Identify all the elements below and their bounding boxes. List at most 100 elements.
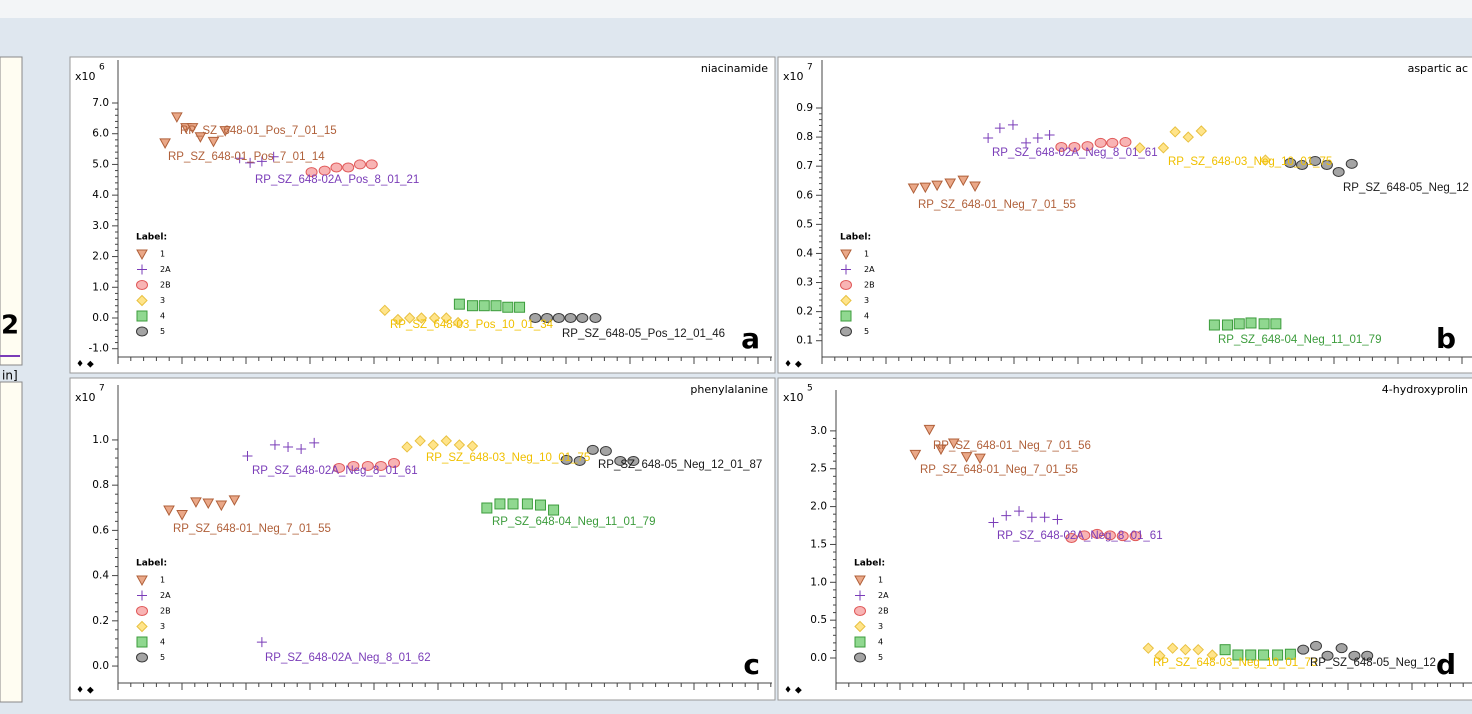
plot: RP_SZ_648-01_Pos_7_01_15 RP_SZ_648-01_Pos… xyxy=(112,60,772,364)
point xyxy=(353,159,366,170)
legend-marker xyxy=(840,310,852,322)
legend-marker xyxy=(854,620,866,633)
point xyxy=(1361,650,1374,661)
point xyxy=(1219,644,1231,656)
panel: RP_SZ_648-01_Neg_7_01_56 RP_SZ_648-01_Neg… xyxy=(777,377,1472,701)
top-strip xyxy=(0,0,1472,18)
point xyxy=(481,502,493,514)
legend-title: Label: xyxy=(840,233,871,243)
left-label: in] xyxy=(2,369,18,383)
y-tick-label: 1.0 xyxy=(810,576,827,588)
point xyxy=(1258,649,1270,661)
left-panel xyxy=(0,56,23,366)
point xyxy=(1091,528,1104,539)
point xyxy=(514,301,526,313)
y-tick-label: 0.2 xyxy=(796,306,813,318)
point xyxy=(392,313,404,326)
chart-title: phenylalanine xyxy=(690,383,768,396)
sample-annotation: RP_SZ_648-01_Neg_7_01_55 xyxy=(173,523,331,535)
point xyxy=(318,165,331,176)
point xyxy=(548,504,560,516)
point xyxy=(333,462,346,473)
point xyxy=(1129,531,1142,542)
point xyxy=(256,637,267,648)
point xyxy=(931,180,943,192)
point xyxy=(529,312,542,323)
point xyxy=(1055,141,1068,152)
point xyxy=(1192,643,1204,656)
point xyxy=(1221,319,1233,331)
sample-annotation: RP_SZ_648-01_Neg_7_01_55 xyxy=(918,199,1076,211)
legend-title: Label: xyxy=(136,233,167,243)
point xyxy=(1195,125,1208,137)
legend-label: 3 xyxy=(864,296,869,305)
point xyxy=(1026,512,1037,523)
point xyxy=(1309,155,1322,166)
point xyxy=(403,312,416,324)
point xyxy=(1157,142,1170,154)
legend-label: 5 xyxy=(878,653,883,662)
point xyxy=(1296,160,1309,171)
legend-label: 5 xyxy=(160,327,165,336)
point xyxy=(1169,126,1181,138)
point xyxy=(923,424,936,436)
point xyxy=(1078,530,1091,541)
point xyxy=(453,439,466,451)
point xyxy=(245,157,256,168)
point xyxy=(907,183,920,195)
point xyxy=(1103,530,1116,541)
legend-marker xyxy=(854,636,866,648)
point xyxy=(478,300,490,312)
point xyxy=(599,446,612,457)
sample-annotation: RP_SZ_648-05_Neg_12 xyxy=(1343,182,1469,194)
point xyxy=(171,112,183,123)
point xyxy=(994,123,1005,134)
y-tick-label: 0.6 xyxy=(92,524,109,536)
legend-marker xyxy=(136,310,148,322)
point xyxy=(1297,644,1310,655)
point xyxy=(589,312,602,323)
y-exponent-power: 6 xyxy=(99,63,105,73)
point xyxy=(1206,649,1219,661)
point xyxy=(163,505,175,517)
point xyxy=(1014,506,1025,517)
point xyxy=(1142,642,1155,654)
legend-label: 5 xyxy=(160,653,165,662)
legend-marker xyxy=(854,575,866,587)
point xyxy=(1245,317,1257,329)
y-tick-label: -1.0 xyxy=(89,343,110,355)
point xyxy=(935,444,947,456)
point xyxy=(974,453,986,465)
point xyxy=(1007,119,1018,130)
y-tick-label: 3.0 xyxy=(92,220,109,232)
point xyxy=(452,316,464,329)
y-tick-label: 2.5 xyxy=(810,463,827,475)
point xyxy=(269,439,280,450)
legend-marker xyxy=(136,606,148,616)
point xyxy=(330,162,343,173)
point xyxy=(1119,137,1132,148)
point xyxy=(453,298,465,310)
point xyxy=(1233,318,1245,330)
legend-label: 2A xyxy=(160,591,171,600)
y-tick-label: 3.0 xyxy=(810,425,827,437)
legend-marker xyxy=(137,590,147,601)
point xyxy=(387,458,400,469)
y-tick-label: 0.9 xyxy=(796,102,813,114)
y-tick-label: 0.0 xyxy=(810,652,827,664)
y-tick-label: 6.0 xyxy=(92,128,109,140)
legend-label: 2B xyxy=(864,281,875,290)
chart-title: niacinamide xyxy=(701,62,768,75)
point xyxy=(1245,649,1257,661)
y-tick-label: 0.8 xyxy=(796,131,813,143)
point xyxy=(268,151,279,162)
sample-annotation: RP_SZ_648-02A_Neg_8_01_61 xyxy=(252,465,418,477)
point xyxy=(947,438,960,450)
legend-marker xyxy=(136,575,148,587)
point xyxy=(242,450,253,461)
plot: RP_SZ_648-01_Neg_7_01_56 RP_SZ_648-01_Neg… xyxy=(830,390,1472,690)
point xyxy=(427,439,439,451)
point xyxy=(1068,141,1081,152)
point xyxy=(983,132,994,143)
point xyxy=(1021,137,1032,148)
